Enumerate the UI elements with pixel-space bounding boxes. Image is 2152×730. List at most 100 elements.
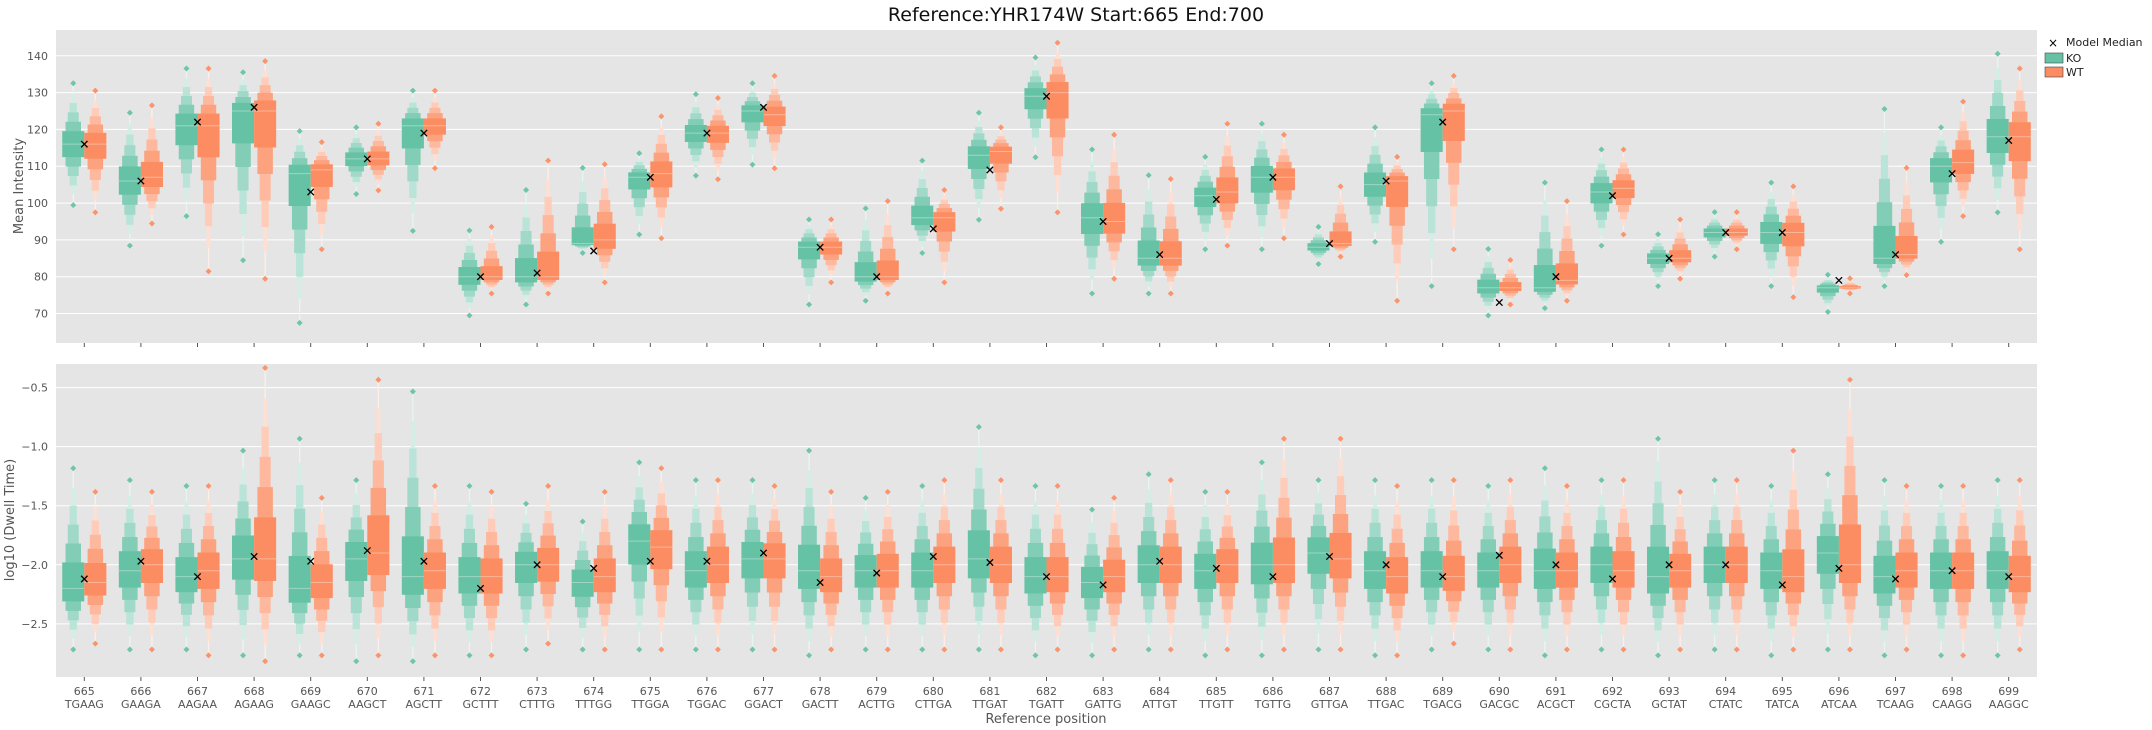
x-tick-label-kmer: GGACT (744, 698, 783, 711)
box-level (933, 212, 956, 232)
legend-model-median-marker: × (2048, 36, 2058, 50)
box-wt-695 (1782, 447, 1805, 653)
box-wt-683 (1103, 131, 1126, 282)
box-level (1216, 549, 1239, 583)
box-level (628, 172, 651, 190)
box-level (1386, 176, 1409, 207)
outlier-marker (1054, 209, 1061, 216)
x-tick-label-kmer: TGTTG (1254, 698, 1292, 711)
model-median-marker (1269, 173, 1277, 181)
outlier-marker (1258, 246, 1265, 253)
model-median-marker (1665, 561, 1673, 569)
box-ko-695 (1760, 179, 1783, 290)
box-wt-692 (1612, 477, 1635, 653)
outlier-marker (1167, 290, 1174, 297)
box-ko-681 (967, 423, 990, 653)
model-median-marker (1382, 561, 1390, 569)
box-ko-668 (232, 69, 255, 264)
box-level (571, 569, 594, 597)
box-level (798, 241, 821, 260)
model-median-marker (307, 557, 315, 565)
outlier-marker (1768, 283, 1775, 290)
model-median-marker (533, 269, 541, 277)
y-tick-label: 120 (27, 123, 48, 136)
outlier-marker (1881, 652, 1888, 659)
box-level (1386, 557, 1409, 594)
model-median-marker (1552, 561, 1560, 569)
model-median-marker (590, 564, 598, 572)
box-wt-675 (650, 465, 673, 653)
box-level (876, 260, 899, 280)
legend-swatch-ko (2044, 52, 2064, 64)
model-median-marker (80, 140, 88, 148)
box-ko-690 (1477, 245, 1500, 319)
outlier-marker (126, 109, 133, 116)
box-wt-669 (310, 494, 333, 659)
box-wt-676 (706, 477, 729, 653)
outlier-marker (240, 447, 247, 454)
model-median-marker (1835, 564, 1843, 572)
model-median-marker (1439, 572, 1447, 581)
outlier-marker (1507, 256, 1514, 263)
box-wt-669 (310, 139, 333, 253)
box-level (1024, 557, 1047, 594)
box-wt-693 (1669, 216, 1692, 282)
outlier-marker (1485, 312, 1492, 319)
outlier-marker (806, 216, 813, 223)
box-ko-667 (175, 65, 198, 220)
outlier-marker (2016, 646, 2023, 653)
x-tick-label-kmer: CTATC (1709, 698, 1743, 711)
box-wt-679 (876, 198, 899, 297)
box-level (118, 551, 141, 588)
outlier-marker (1428, 283, 1435, 290)
outlier-marker (262, 58, 269, 65)
box-ko-692 (1590, 477, 1613, 653)
top-y-axis-label: Mean Intensity (12, 138, 27, 234)
outlier-marker (1337, 646, 1344, 653)
box-ko-670 (345, 124, 368, 198)
model-median-marker (1156, 250, 1164, 259)
y-tick-label: 140 (27, 50, 48, 63)
outlier-marker (1337, 253, 1344, 260)
outlier-marker (2016, 246, 2023, 253)
outlier-marker (862, 205, 869, 212)
outlier-marker (240, 652, 247, 659)
outlier-marker (409, 87, 416, 94)
x-tick-label-position: 676 (696, 685, 717, 698)
box-wt-689 (1442, 72, 1465, 253)
y-tick-label: 90 (34, 234, 48, 247)
box-wt-683 (1103, 494, 1126, 653)
outlier-marker (318, 494, 325, 501)
outlier-marker (1824, 271, 1831, 278)
bottom-panel-y-ticks: −2.5 −2.0 −1.5 −1.0 −0.5 (21, 382, 2010, 681)
box-level (84, 132, 107, 159)
outlier-marker (658, 465, 665, 472)
box-level (254, 100, 277, 148)
box-wt-693 (1669, 488, 1692, 653)
x-tick-label-position: 698 (1942, 685, 1963, 698)
outlier-marker (488, 652, 495, 659)
box-ko-665 (62, 465, 85, 653)
box-level (515, 551, 538, 583)
box-level (820, 241, 843, 255)
x-tick-label-kmer: CGCTA (1594, 698, 1632, 711)
outlier-marker (1598, 146, 1605, 153)
outlier-marker (318, 246, 325, 253)
x-tick-label-kmer: AAGGC (1989, 698, 2029, 711)
box-wt-678 (820, 488, 843, 653)
outlier-marker (997, 205, 1004, 212)
box-wt-667 (197, 65, 220, 275)
box-level (571, 227, 594, 246)
box-level (1137, 545, 1160, 583)
x-tick-label-position: 668 (244, 685, 265, 698)
outlier-marker (409, 388, 416, 395)
top-panel-background (56, 30, 2037, 343)
x-tick-label-position: 684 (1149, 685, 1170, 698)
x-tick-label-kmer: TGATT (1028, 698, 1064, 711)
box-level (288, 555, 311, 603)
box-wt-672 (480, 223, 503, 297)
box-wt-680 (933, 477, 956, 653)
box-wt-688 (1386, 153, 1409, 304)
box-ko-691 (1533, 465, 1556, 659)
model-median-marker (1778, 228, 1786, 237)
